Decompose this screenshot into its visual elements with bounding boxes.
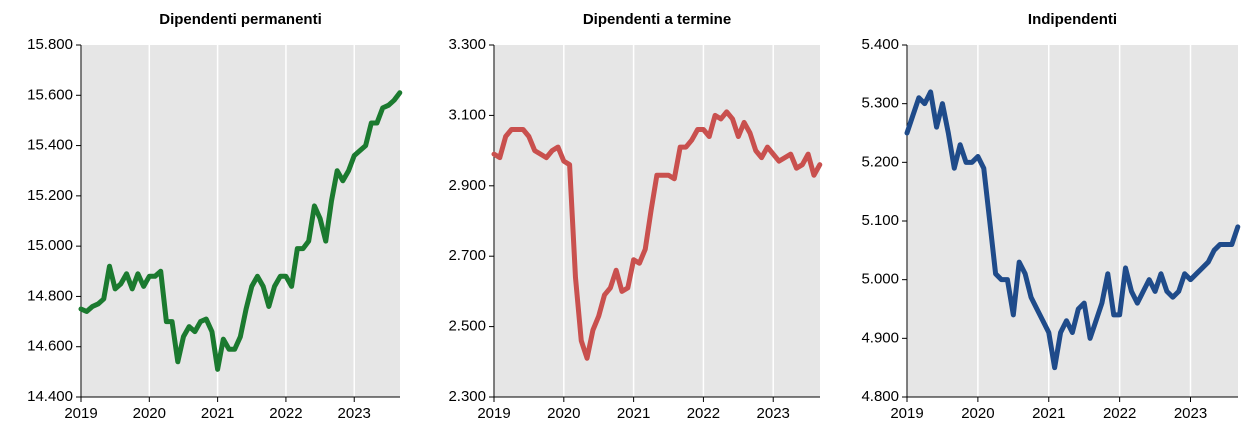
y-tick-label: 2.900	[448, 177, 486, 194]
y-tick-label: 14.400	[27, 388, 73, 405]
y-tick-label: 4.900	[861, 329, 899, 346]
x-tick-label: 2019	[64, 405, 97, 422]
line	[491, 109, 823, 361]
line	[904, 89, 1241, 371]
line	[78, 90, 403, 372]
y-tick-label: 2.300	[448, 388, 486, 405]
x-tick-label: 2022	[687, 405, 720, 422]
plot-background	[494, 45, 820, 397]
plot-background	[81, 45, 400, 397]
x-tick-label: 2022	[269, 405, 302, 422]
y-tick-label: 15.800	[27, 36, 73, 53]
y-tick-label: 3.100	[448, 106, 486, 123]
y-tick-label: 15.600	[27, 86, 73, 103]
y-tick-label: 15.400	[27, 137, 73, 154]
y-tick-label: 5.200	[861, 153, 899, 170]
x-tick-label: 2020	[133, 405, 166, 422]
y-tick-label: 4.800	[861, 388, 899, 405]
x-tick-label: 2022	[1103, 405, 1136, 422]
y-tick-label: 2.500	[448, 318, 486, 335]
y-tick-label: 5.000	[861, 271, 899, 288]
y-tick-label: 5.400	[861, 36, 899, 53]
x-tick-label: 2023	[1174, 405, 1207, 422]
chart-title: Indipendenti	[1028, 11, 1117, 28]
x-tick-label: 2023	[338, 405, 371, 422]
chart-title: Dipendenti permanenti	[159, 11, 322, 28]
x-tick-label: 2019	[477, 405, 510, 422]
x-tick-label: 2023	[757, 405, 790, 422]
plot-background	[907, 45, 1238, 397]
y-tick-label: 5.300	[861, 95, 899, 112]
x-tick-label: 2021	[617, 405, 650, 422]
y-tick-label: 3.300	[448, 36, 486, 53]
y-tick-label: 5.100	[861, 212, 899, 229]
y-tick-label: 15.000	[27, 237, 73, 254]
x-tick-label: 2021	[1032, 405, 1065, 422]
x-tick-label: 2021	[201, 405, 234, 422]
y-tick-label: 2.700	[448, 247, 486, 264]
y-tick-label: 14.800	[27, 287, 73, 304]
y-tick-label: 15.200	[27, 187, 73, 204]
y-tick-label: 14.600	[27, 338, 73, 355]
chart-title: Dipendenti a termine	[583, 11, 731, 28]
x-tick-label: 2019	[890, 405, 923, 422]
x-tick-label: 2020	[547, 405, 580, 422]
x-tick-label: 2020	[961, 405, 994, 422]
